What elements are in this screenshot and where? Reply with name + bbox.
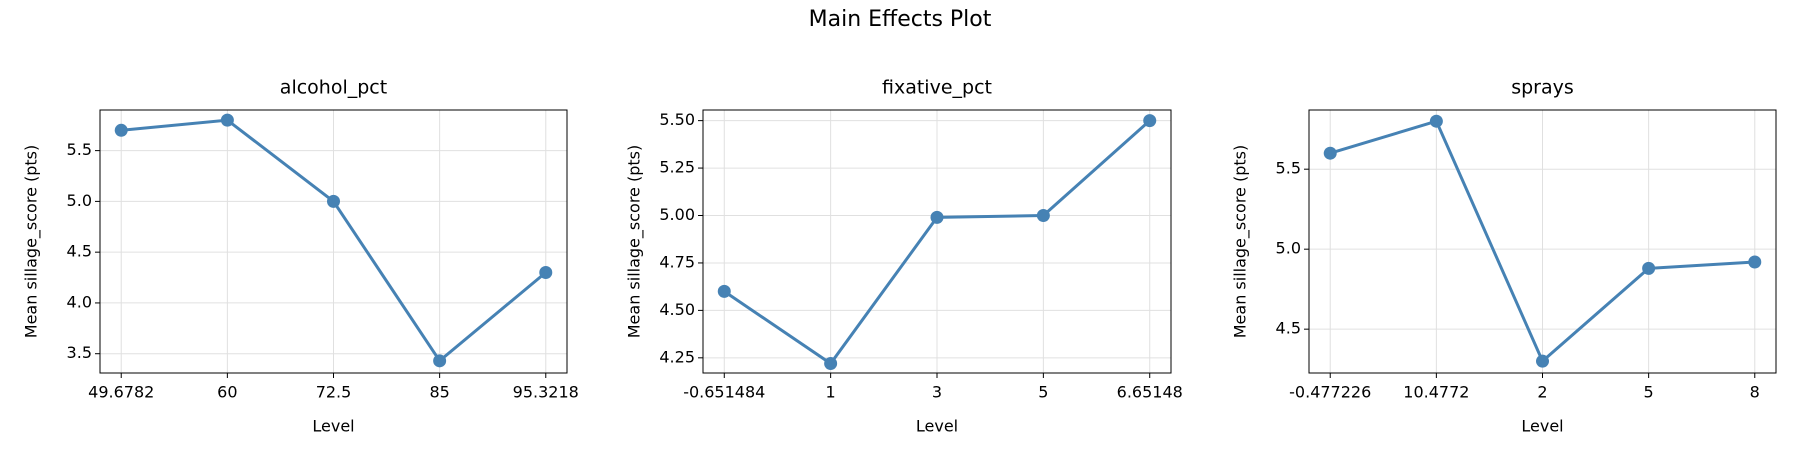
x-tick-label: 5: [1644, 383, 1654, 402]
chart-title: sprays: [1511, 77, 1574, 99]
x-tick-label: 5: [1038, 383, 1048, 402]
marker: [1536, 354, 1549, 368]
x-axis-label: Level: [1521, 417, 1563, 436]
y-tick-label: 5.00: [659, 205, 695, 224]
y-tick-label: 5.50: [659, 110, 695, 129]
y-axis-label: Mean sillage_score (pts): [625, 145, 645, 338]
x-tick-label: 60: [217, 383, 237, 402]
x-tick-label: 3: [932, 383, 942, 402]
figure-title: Main Effects Plot: [809, 7, 992, 32]
y-tick-label: 5.5: [67, 140, 92, 159]
marker: [930, 210, 944, 224]
x-tick-label: 2: [1537, 383, 1547, 402]
y-tick-label: 4.50: [659, 300, 695, 319]
x-tick-label: 72.5: [316, 383, 352, 402]
plot-frame: [702, 109, 1172, 374]
y-tick-label: 4.0: [67, 292, 92, 311]
y-tick-label: 4.5: [67, 242, 92, 261]
marker: [824, 357, 838, 371]
y-tick-label: 4.5: [1276, 319, 1301, 338]
y-axis-label: Mean sillage_score (pts): [1231, 145, 1251, 338]
x-tick-label: -0.477226: [1289, 383, 1371, 402]
chart-title: fixative_pct: [882, 77, 992, 99]
x-tick-label: 6.65148: [1117, 383, 1183, 402]
marker: [717, 284, 731, 298]
x-axis-label: Level: [916, 417, 958, 436]
marker: [327, 194, 340, 208]
marker: [220, 113, 234, 127]
marker: [539, 265, 553, 279]
x-tick-label: 1: [826, 383, 836, 402]
x-tick-label: -0.651484: [683, 383, 765, 402]
y-tick-label: 5.25: [659, 158, 695, 177]
chart-title: alcohol_pct: [280, 77, 387, 99]
y-tick-label: 3.5: [67, 343, 92, 362]
y-tick-label: 5.0: [67, 191, 92, 210]
y-tick-label: 5.5: [1276, 159, 1301, 178]
x-tick-label: 49.6782: [88, 383, 154, 402]
marker: [1036, 209, 1050, 223]
plot-frame: [99, 109, 568, 374]
marker: [1642, 261, 1656, 275]
x-tick-label: 95.3218: [513, 383, 579, 402]
marker: [114, 123, 128, 137]
y-axis-label: Mean sillage_score (pts): [22, 145, 42, 338]
marker: [1429, 114, 1443, 128]
x-tick-label: 10.4772: [1403, 383, 1469, 402]
x-tick-label: 85: [429, 383, 449, 402]
x-axis-label: Level: [312, 417, 354, 436]
marker: [1143, 114, 1157, 128]
marker: [1748, 255, 1762, 269]
marker: [433, 354, 447, 368]
plot-frame: [1308, 109, 1777, 374]
y-tick-label: 5.0: [1276, 239, 1301, 258]
marker: [1323, 146, 1337, 160]
y-tick-label: 4.25: [659, 347, 695, 366]
x-tick-label: 8: [1750, 383, 1760, 402]
y-tick-label: 4.75: [659, 252, 695, 271]
